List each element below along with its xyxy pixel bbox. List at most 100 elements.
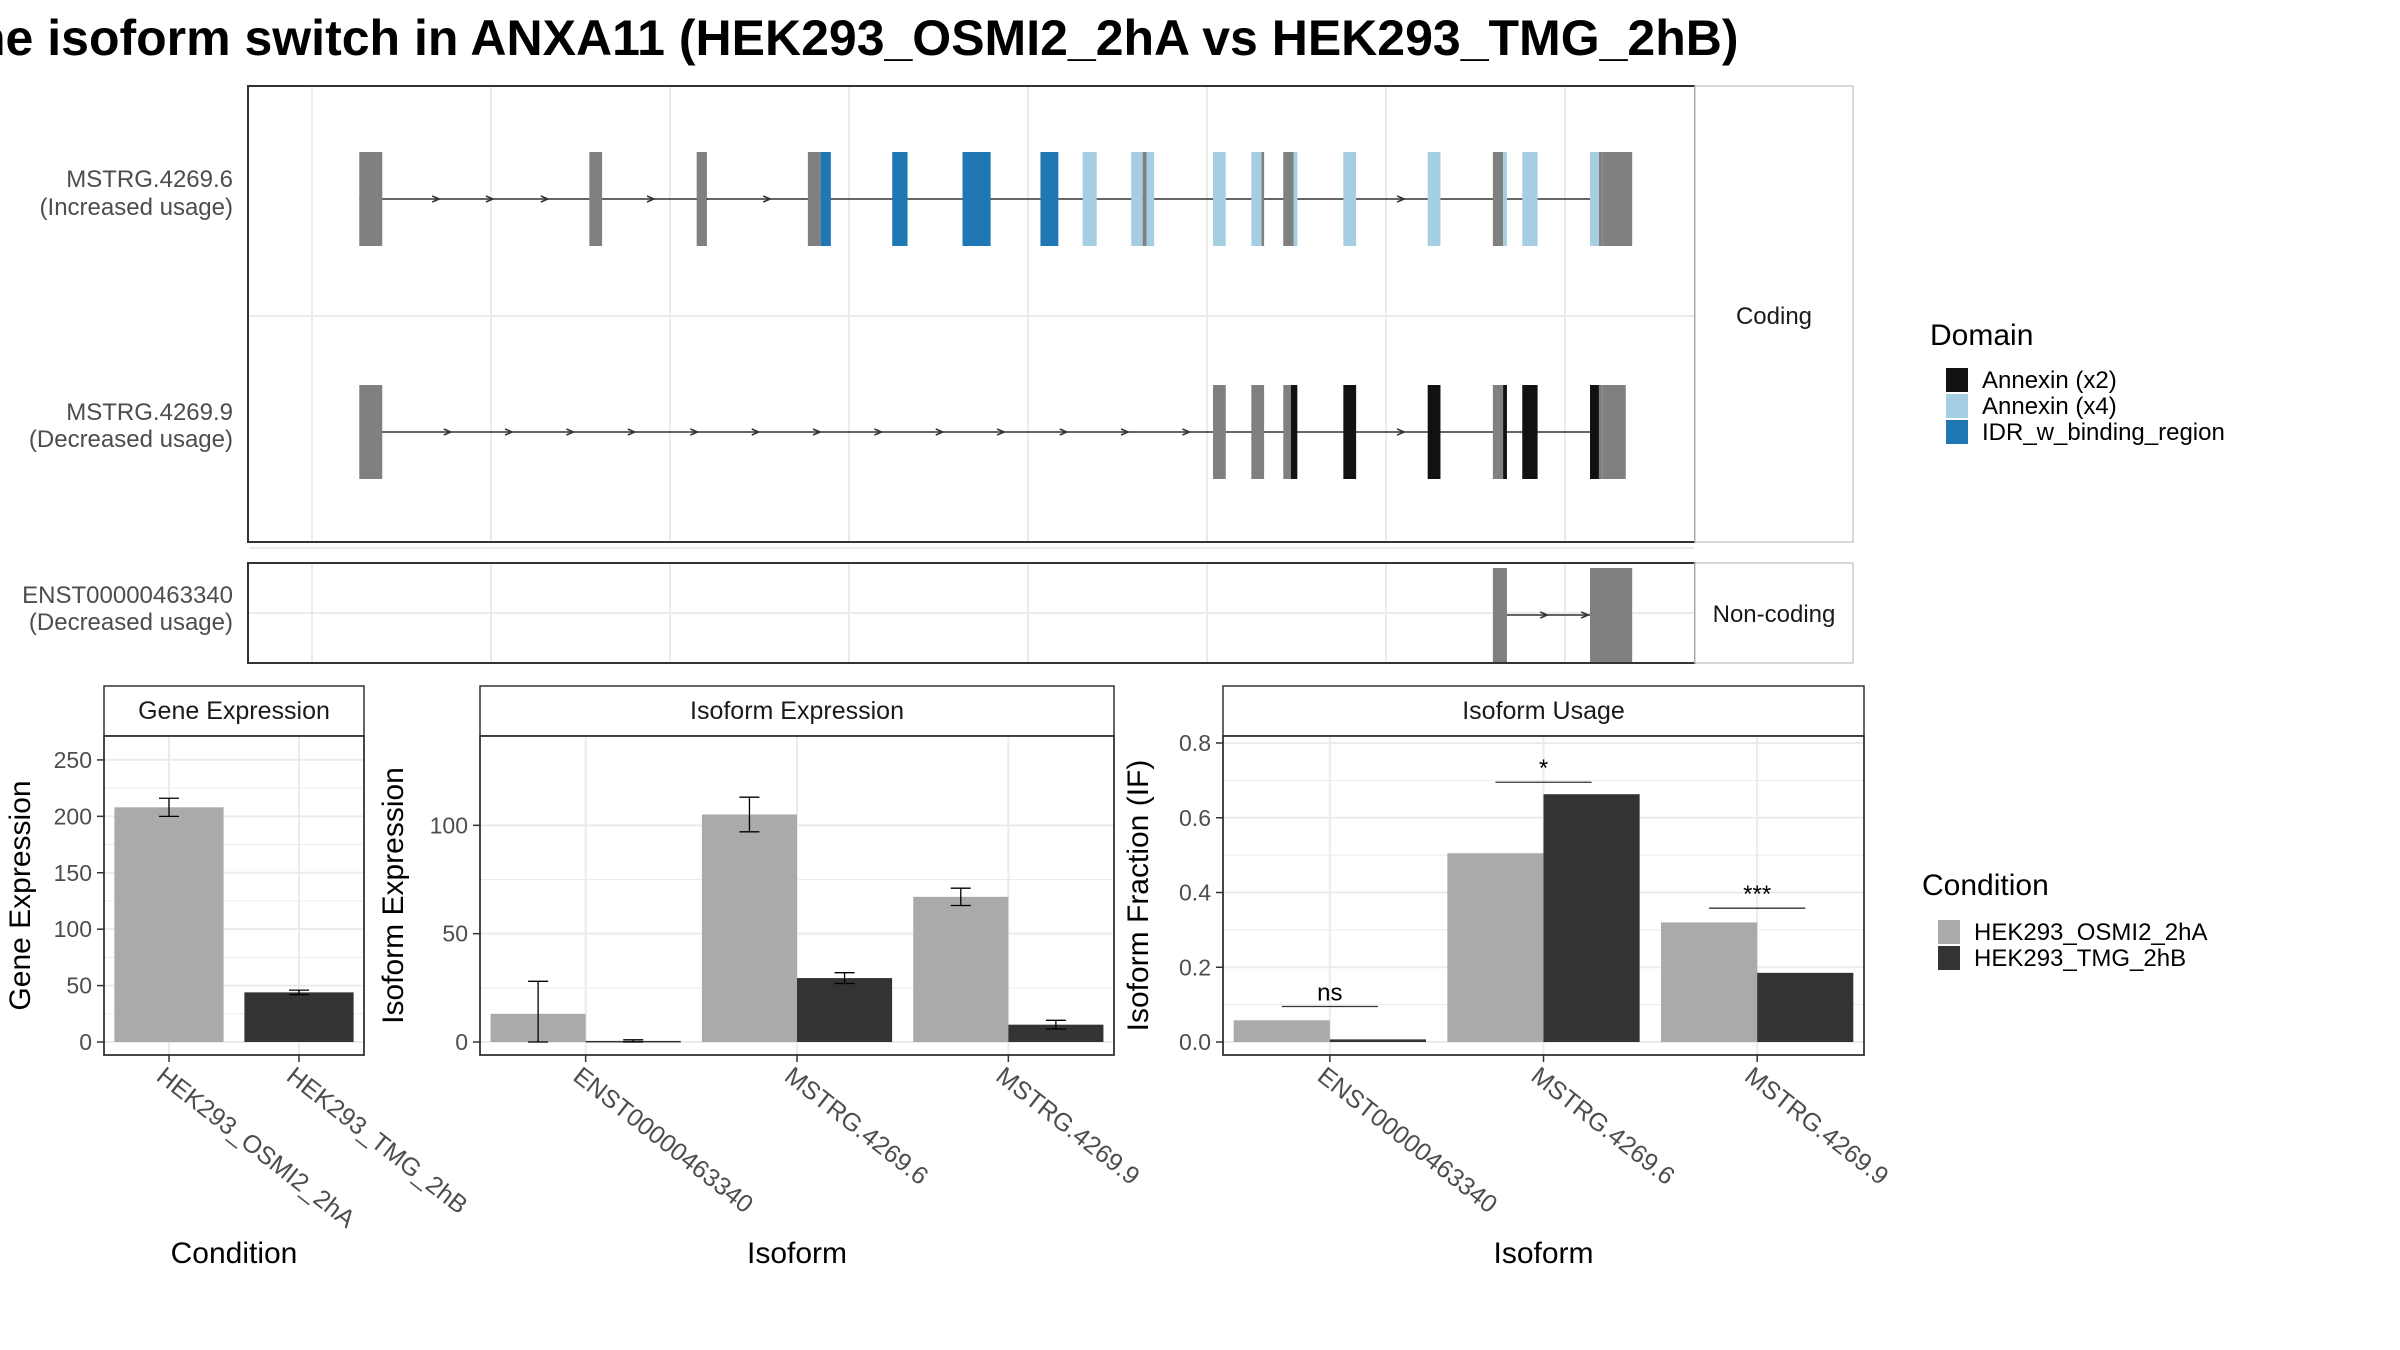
intron-arrow-0-6 [1396,195,1407,203]
transcript-usage-label-2: (Decreased usage) [29,609,233,636]
strip-noncoding [1694,562,1854,664]
x-axis-label-2: Isoform [1493,1237,1593,1270]
y-tick-label-2-3: 0.6 [1179,805,1211,831]
bar-1-1-2 [1008,1024,1104,1042]
intron-arrow-0-3 [646,195,656,203]
significance-label-2: *** [1743,881,1771,908]
exon-0-2 [696,152,707,246]
bar-2-1-2 [1757,972,1854,1042]
exon-0-13 [1212,152,1226,246]
exon-1-11 [1598,385,1603,479]
exon-1-2 [1251,385,1265,479]
exon-1-9 [1522,385,1538,479]
errorbar-1-1-0 [623,1039,644,1043]
exon-0-0 [359,152,383,246]
exon-1-12 [1602,385,1626,479]
exon-1-0 [359,385,383,479]
exon-1-7 [1492,385,1504,479]
x-axis-label-0: Condition [171,1237,298,1270]
domain-legend-key-1 [1946,394,1968,418]
x-tick-label-2-2: MSTRG.4269.9 [1739,1062,1893,1191]
exon-0-1 [589,152,603,246]
intron-arrow-1-4 [690,428,700,436]
x-tick-label-1-2: MSTRG.4269.9 [991,1062,1145,1191]
exon-1-6 [1427,385,1441,479]
chart-strip-1 [479,685,1115,737]
y-axis-label-0: Gene Expression [4,780,37,1010]
chart-border-0 [103,735,365,1056]
transcript-structure-panel: MSTRG.4269.6(Increased usage) MSTRG.4269.… [22,85,1854,664]
exon-0-7 [962,152,991,246]
y-axis-label-2: Isoform Fraction (IF) [1122,760,1155,1032]
exon-0-9 [1082,152,1097,246]
transcript-labels: MSTRG.4269.6(Increased usage) MSTRG.4269.… [22,166,233,636]
domain-legend-title: Domain [1930,319,2033,352]
errorbar-1-0-2 [950,887,971,907]
intron-arrow-1-6 [812,428,822,436]
y-tick-label-0-4: 200 [54,803,92,829]
intron-arrow-1-12 [1182,428,1192,436]
exon-0-12 [1146,152,1155,246]
y-tick-label-2-4: 0.8 [1179,730,1211,756]
exon-0-18 [1343,152,1357,246]
intron-arrow-0-5 [762,195,773,203]
exon-0-22 [1522,152,1538,246]
transcript-usage-label-1: (Decreased usage) [29,426,233,453]
y-tick-label-1-2: 100 [430,812,468,838]
chart-title-2: Isoform Usage [1462,697,1625,725]
transcript-exons [359,152,1633,662]
condition-legend-label-0: HEK293_OSMI2_2hA [1974,919,2207,946]
y-tick-label-2-1: 0.2 [1179,954,1211,980]
exon-0-15 [1261,152,1265,246]
errorbar-1-1-2 [1045,1019,1066,1030]
errorbar-1-0-1 [739,796,760,833]
bar-1-1-1 [797,978,893,1042]
intron-arrow-1-0 [443,428,453,436]
exon-0-10 [1131,152,1143,246]
domain-legend: Domain Annexin (x2)Annexin (x4)IDR_w_bin… [1930,319,2225,446]
condition-legend-label-1: HEK293_TMG_2hB [1974,945,2186,972]
y-tick-label-2-0: 0.0 [1179,1029,1211,1055]
bar-2-1-1 [1543,794,1640,1042]
exon-0-6 [892,152,908,246]
domain-legend-label-0: Annexin (x2) [1982,367,2117,394]
exon-0-5 [820,152,831,246]
figure-title: ne isoform switch in ANXA11 (HEK293_OSMI… [0,10,1739,66]
bar-2-1-0 [1329,1039,1426,1042]
exon-1-5 [1343,385,1357,479]
bar-0-1 [244,992,354,1042]
exon-1-1 [1212,385,1226,479]
y-tick-label-0-5: 250 [54,747,92,773]
intron-arrow-0-2 [540,195,550,203]
exon-0-20 [1492,152,1504,246]
exon-2-0 [1492,568,1507,662]
strip-coding-label: Coding [1736,303,1812,330]
intron-arrow-1-8 [935,428,945,436]
errorbar-0-1 [289,989,309,996]
condition-legend-key-1 [1938,946,1960,970]
y-tick-label-2-2: 0.4 [1179,880,1211,906]
isoform-usage-chart: Isoform Usagens****0.00.20.40.60.8ENST00… [1122,685,1894,1270]
y-tick-label-0-2: 100 [54,916,92,942]
x-tick-label-2-0: ENST00000463340 [1312,1062,1502,1219]
exon-0-8 [1040,152,1059,246]
bar-1-0-2 [913,896,1009,1042]
intron-arrow-2-1 [1580,611,1591,619]
bar-1-0-1 [701,814,797,1042]
x-tick-label-2-1: MSTRG.4269.6 [1526,1062,1680,1191]
exon-0-24 [1598,152,1603,246]
y-tick-label-0-3: 150 [54,860,92,886]
intron-arrow-2-0 [1539,611,1550,619]
bar-0-0 [114,807,224,1042]
bar-2-0-0 [1233,1020,1330,1042]
exon-0-16 [1283,152,1294,246]
x-tick-label-1-0: ENST00000463340 [568,1062,758,1219]
significance-label-0: ns [1317,979,1342,1006]
exon-1-8 [1503,385,1507,479]
intron-arrow-0-0 [431,195,442,203]
y-tick-label-1-1: 50 [442,921,468,947]
intron-arrow-1-11 [1120,428,1130,436]
